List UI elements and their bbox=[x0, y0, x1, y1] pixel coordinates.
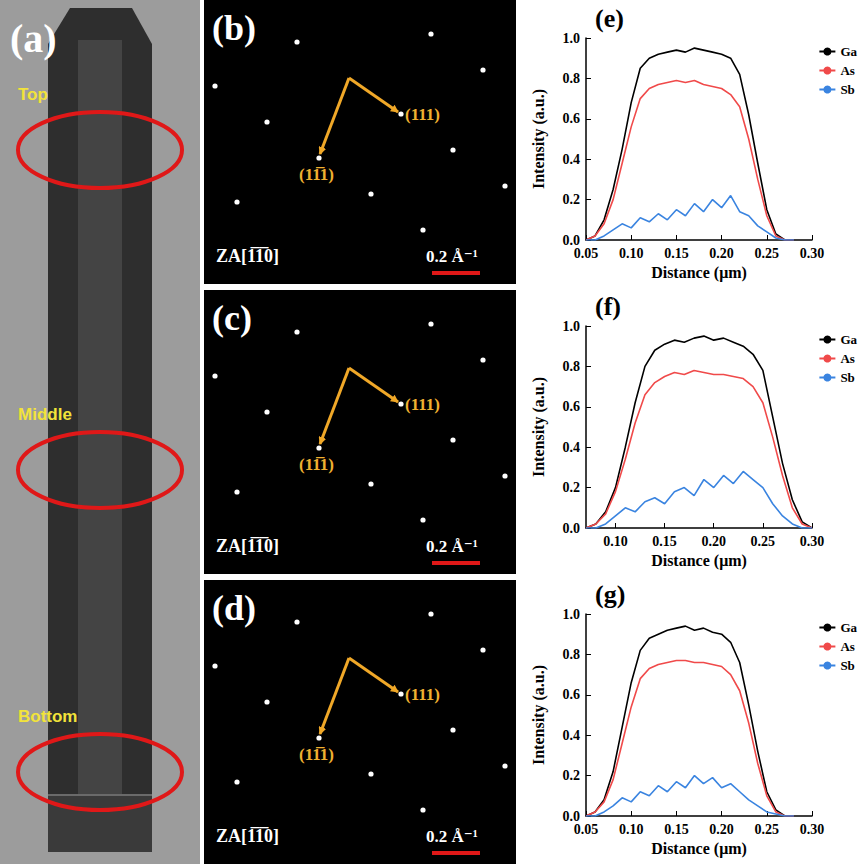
svg-text:0.4: 0.4 bbox=[563, 440, 581, 455]
svg-text:0.20: 0.20 bbox=[701, 534, 726, 549]
svg-text:(c): (c) bbox=[212, 298, 252, 338]
svg-text:0.8: 0.8 bbox=[563, 647, 581, 662]
svg-text:0.15: 0.15 bbox=[652, 534, 677, 549]
svg-text:0.10: 0.10 bbox=[619, 822, 644, 837]
svg-text:Distance (μm): Distance (μm) bbox=[651, 264, 747, 282]
svg-text:Distance (μm): Distance (μm) bbox=[651, 840, 747, 858]
svg-text:As: As bbox=[840, 63, 854, 78]
svg-text:0.4: 0.4 bbox=[563, 728, 581, 743]
svg-text:1.0: 1.0 bbox=[563, 31, 581, 46]
svg-text:0.6: 0.6 bbox=[563, 687, 581, 702]
svg-text:0.05: 0.05 bbox=[574, 822, 599, 837]
svg-text:1.0: 1.0 bbox=[563, 319, 581, 334]
svg-text:Ga: Ga bbox=[840, 332, 857, 347]
svg-text:0.10: 0.10 bbox=[603, 534, 628, 549]
svg-text:0.8: 0.8 bbox=[563, 71, 581, 86]
svg-text:Ga: Ga bbox=[840, 620, 857, 635]
svg-text:(b): (b) bbox=[212, 8, 256, 48]
svg-text:0.30: 0.30 bbox=[800, 534, 825, 549]
svg-text:0.2: 0.2 bbox=[563, 192, 581, 207]
svg-text:ZA[1̅1̅0]: ZA[1̅1̅0] bbox=[216, 536, 279, 556]
svg-text:0.30: 0.30 bbox=[800, 822, 825, 837]
svg-text:0.10: 0.10 bbox=[619, 246, 644, 261]
svg-text:0.6: 0.6 bbox=[563, 111, 581, 126]
svg-text:0.15: 0.15 bbox=[664, 822, 689, 837]
svg-text:Sb: Sb bbox=[840, 658, 854, 673]
svg-text:Intensity (a.u.): Intensity (a.u.) bbox=[530, 377, 548, 477]
svg-text:0.25: 0.25 bbox=[751, 534, 776, 549]
svg-text:Intensity (a.u.): Intensity (a.u.) bbox=[530, 665, 548, 765]
svg-text:Intensity (a.u.): Intensity (a.u.) bbox=[530, 89, 548, 189]
svg-text:(f): (f) bbox=[595, 292, 621, 321]
svg-text:0.0: 0.0 bbox=[562, 232, 580, 248]
svg-text:0.0: 0.0 bbox=[562, 808, 580, 824]
svg-text:Middle: Middle bbox=[18, 405, 72, 424]
svg-text:(e): (e) bbox=[595, 4, 624, 33]
svg-text:0.30: 0.30 bbox=[800, 246, 825, 261]
svg-text:(111): (111) bbox=[405, 395, 440, 414]
svg-text:0.0: 0.0 bbox=[563, 521, 581, 536]
svg-text:Sb: Sb bbox=[840, 82, 854, 97]
svg-text:As: As bbox=[840, 351, 854, 366]
svg-text:Bottom: Bottom bbox=[18, 707, 77, 726]
svg-text:Ga: Ga bbox=[840, 44, 857, 59]
svg-text:Distance (μm): Distance (μm) bbox=[651, 552, 747, 570]
svg-text:(a): (a) bbox=[10, 16, 57, 61]
svg-text:0.20: 0.20 bbox=[709, 822, 734, 837]
svg-text:0.20: 0.20 bbox=[709, 246, 734, 261]
svg-text:(11̅1): (11̅1) bbox=[299, 455, 334, 474]
svg-text:(111): (111) bbox=[405, 105, 440, 124]
svg-text:ZA[1̅1̅0]: ZA[1̅1̅0] bbox=[216, 826, 279, 846]
svg-text:0.2 Å⁻¹: 0.2 Å⁻¹ bbox=[426, 537, 478, 556]
svg-text:0.6: 0.6 bbox=[563, 399, 581, 414]
svg-text:0.25: 0.25 bbox=[755, 822, 780, 837]
svg-text:(g): (g) bbox=[595, 580, 625, 609]
svg-text:Top: Top bbox=[18, 85, 48, 104]
svg-text:ZA[1̅1̅0]: ZA[1̅1̅0] bbox=[216, 246, 279, 266]
svg-text:0.2 Å⁻¹: 0.2 Å⁻¹ bbox=[426, 827, 478, 846]
svg-text:(111): (111) bbox=[405, 685, 440, 704]
svg-text:0.8: 0.8 bbox=[563, 359, 581, 374]
svg-text:0.25: 0.25 bbox=[755, 246, 780, 261]
svg-text:As: As bbox=[840, 639, 854, 654]
svg-text:0.15: 0.15 bbox=[664, 246, 689, 261]
svg-text:Sb: Sb bbox=[840, 370, 854, 385]
svg-text:(11̅1): (11̅1) bbox=[299, 745, 334, 764]
svg-text:0.4: 0.4 bbox=[563, 152, 581, 167]
svg-text:0.2: 0.2 bbox=[563, 480, 581, 495]
svg-text:0.05: 0.05 bbox=[574, 246, 599, 261]
svg-text:1.0: 1.0 bbox=[563, 607, 581, 622]
svg-text:0.2: 0.2 bbox=[563, 768, 581, 783]
svg-text:(11̅1): (11̅1) bbox=[299, 165, 334, 184]
svg-text:(d): (d) bbox=[212, 588, 256, 628]
svg-text:0.2 Å⁻¹: 0.2 Å⁻¹ bbox=[426, 247, 478, 266]
